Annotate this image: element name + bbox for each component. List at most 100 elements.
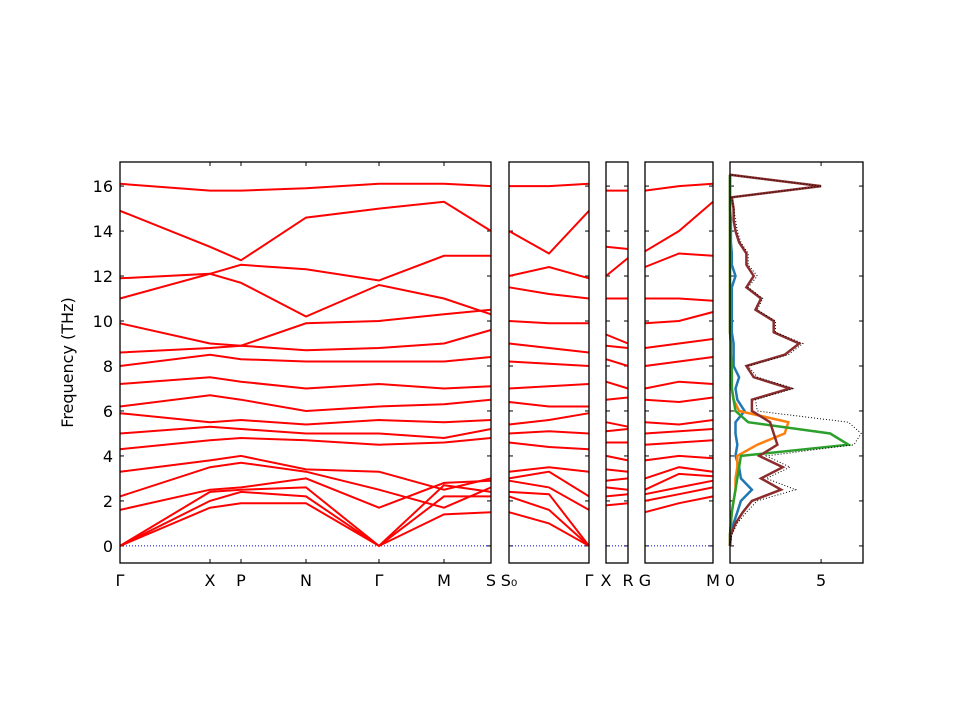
band <box>508 495 590 547</box>
band <box>119 254 491 282</box>
band <box>644 466 714 480</box>
band <box>644 472 714 491</box>
x-tick-label: S <box>486 571 496 590</box>
band <box>119 490 491 548</box>
x-tick-label: X <box>205 571 216 590</box>
band <box>644 428 714 435</box>
band <box>645 297 714 302</box>
band <box>508 466 590 473</box>
x-tick-label: P <box>236 571 246 590</box>
x-tick-label: G <box>639 571 651 590</box>
band <box>119 182 492 192</box>
band <box>119 412 492 426</box>
band <box>508 265 590 280</box>
band <box>119 308 492 347</box>
plot-frame <box>644 161 714 564</box>
band <box>508 320 589 325</box>
y-tick-label: 0 <box>103 537 113 556</box>
dos-curve <box>728 173 822 547</box>
band <box>508 342 590 354</box>
band <box>508 401 589 408</box>
x-tick-label: S₀ <box>501 571 518 590</box>
y-axis-label: Frequency (THz) <box>58 297 77 427</box>
band <box>508 210 590 255</box>
y-tick-label: 2 <box>103 492 113 511</box>
band <box>508 470 590 498</box>
x-tick-label: M <box>437 571 451 590</box>
band <box>605 358 629 367</box>
band <box>605 493 629 498</box>
band <box>119 461 492 509</box>
band <box>119 200 492 262</box>
band <box>119 272 492 318</box>
band <box>508 412 590 426</box>
band <box>509 182 590 188</box>
plot-frame <box>729 161 864 564</box>
panel: S₀ Γ <box>501 161 594 590</box>
band <box>119 477 492 511</box>
x-tick-label: Γ <box>116 571 125 590</box>
x-tick-label: N <box>300 571 312 590</box>
band <box>644 454 714 462</box>
band <box>119 502 492 548</box>
band <box>644 495 714 514</box>
band <box>508 511 590 547</box>
y-tick-label: 14 <box>93 222 113 241</box>
dos-curve <box>728 174 754 547</box>
band <box>605 333 629 345</box>
band <box>644 182 714 192</box>
band <box>119 376 492 390</box>
band <box>508 383 590 390</box>
dos-curve <box>728 174 853 546</box>
band <box>644 486 714 502</box>
band <box>644 479 714 496</box>
y-tick-label: 4 <box>103 447 113 466</box>
band <box>605 344 629 349</box>
band <box>605 257 629 277</box>
band <box>508 490 590 547</box>
band <box>644 356 714 367</box>
band <box>508 286 590 300</box>
y-tick-label: 16 <box>93 177 113 196</box>
band <box>119 436 492 451</box>
x-tick-label: X <box>601 571 612 590</box>
band <box>644 201 714 253</box>
band <box>605 380 629 390</box>
band <box>605 245 629 250</box>
band <box>508 479 590 511</box>
x-tick-label: Γ <box>375 571 384 590</box>
y-tick-label: 6 <box>103 402 113 421</box>
y-tick-label: 8 <box>103 357 113 376</box>
band <box>119 353 492 367</box>
band <box>605 396 629 401</box>
plot-frame <box>605 161 629 564</box>
band <box>119 394 492 413</box>
band <box>119 454 492 491</box>
x-tick-label: 0 <box>725 571 735 590</box>
band <box>644 311 714 325</box>
x-tick-label: Γ <box>585 571 594 590</box>
band <box>605 454 629 462</box>
band <box>644 396 714 404</box>
band <box>508 360 590 367</box>
band <box>605 477 629 482</box>
x-tick-label: 5 <box>816 571 826 590</box>
band <box>605 421 629 428</box>
band <box>644 338 714 349</box>
band <box>605 428 629 433</box>
band <box>508 430 590 435</box>
plot-frame <box>119 161 492 564</box>
panel: 0 2 4 6 8 10 12 14 16 Frequency (THz) Γ X P N Γ M S <box>58 161 496 590</box>
band <box>119 425 492 440</box>
band <box>605 468 629 473</box>
y-tick-label: 10 <box>93 312 113 331</box>
band <box>508 441 590 451</box>
band <box>644 252 714 268</box>
band <box>119 329 492 354</box>
band <box>605 486 629 491</box>
band <box>644 380 714 390</box>
band <box>605 502 629 507</box>
band <box>644 419 714 426</box>
